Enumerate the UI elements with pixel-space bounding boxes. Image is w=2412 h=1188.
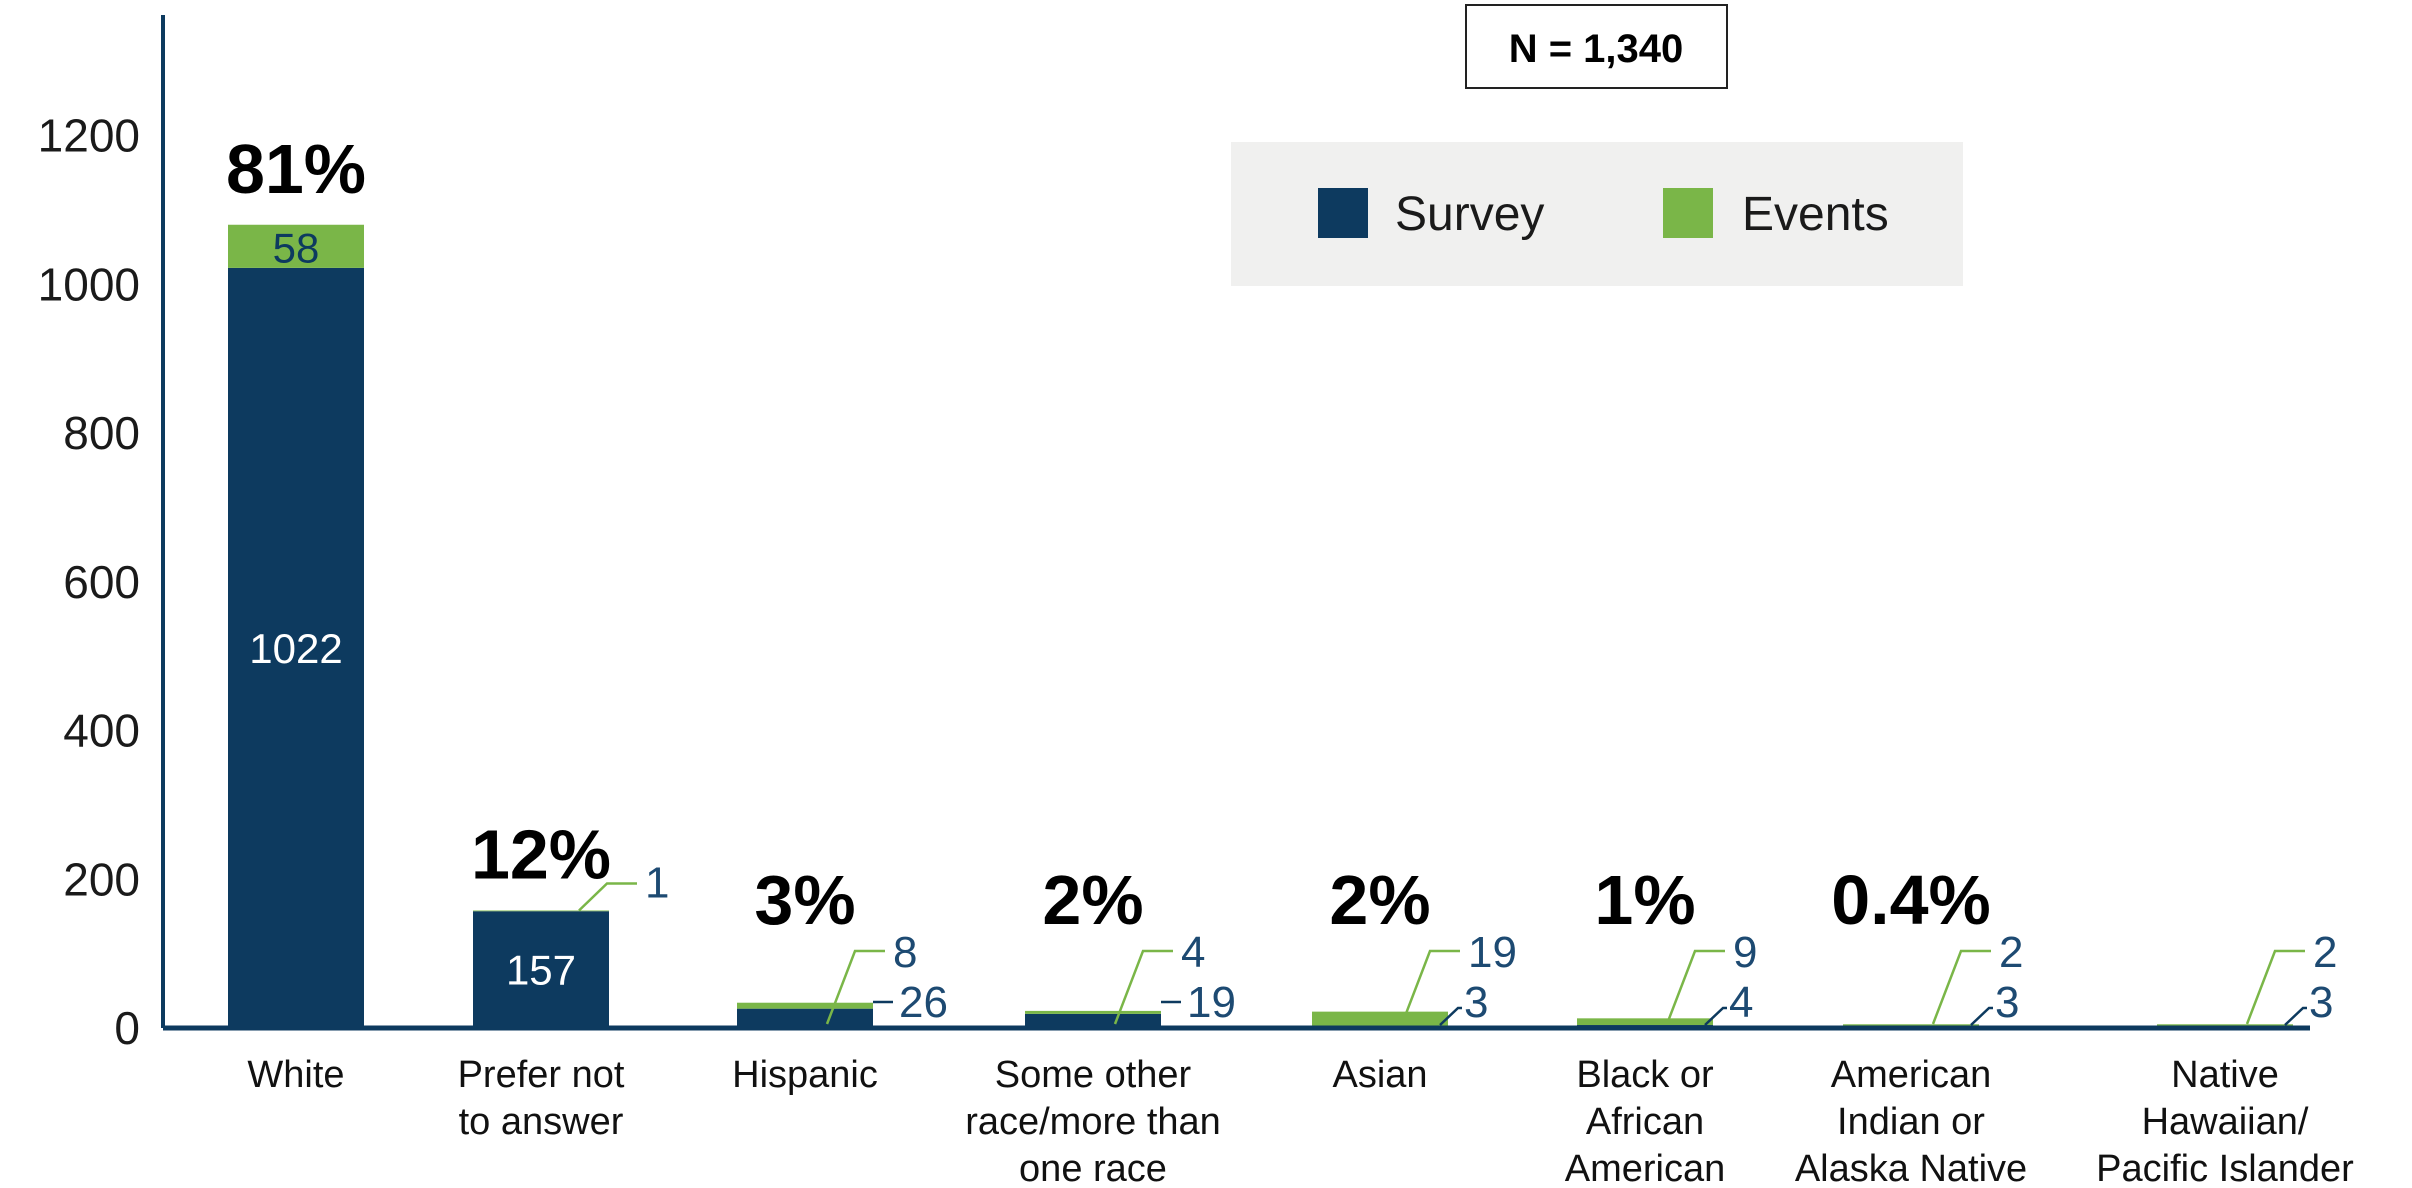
legend: Survey Events [1231, 142, 1963, 286]
bar-survey [737, 1008, 873, 1028]
callout-leader-events [1665, 949, 1725, 1025]
category-label: Prefer not [458, 1054, 625, 1096]
category-label: White [247, 1054, 344, 1096]
callout-leader-events [1931, 949, 1991, 1025]
percent-label: 3% [754, 861, 855, 939]
bar-events [1843, 1024, 1979, 1026]
data-label-events: 8 [893, 928, 917, 977]
category-label: race/more than [965, 1101, 1221, 1143]
bar-events [1025, 1010, 1161, 1014]
legend-label-events: Events [1742, 188, 1889, 241]
data-label-survey: 1022 [249, 625, 342, 672]
bar-survey [473, 911, 609, 1028]
category-labels: White Prefer not to answer Hispanic Some oth… [247, 1054, 2354, 1188]
percent-label: 1% [1594, 861, 1695, 939]
y-tick-label: 400 [63, 705, 140, 757]
data-label-survey: 3 [1995, 978, 2019, 1027]
callout-leader-survey [1439, 1006, 1462, 1026]
bar-survey [228, 267, 364, 1028]
bar-events [228, 224, 364, 268]
data-label-survey: 157 [506, 947, 576, 994]
bar-events [1312, 1011, 1448, 1026]
data-label-events: 1 [645, 858, 669, 907]
bar-labels: 10225881%157112%8263%4192%1932%941%230.4… [226, 130, 2338, 1027]
category-label: to answer [459, 1101, 624, 1143]
y-tick-label: 0 [114, 1002, 140, 1054]
y-tick-label: 1200 [38, 110, 140, 162]
callout-leader-events [1400, 949, 1460, 1025]
callout-leader-survey [1704, 1006, 1727, 1026]
bar-events [1577, 1018, 1713, 1026]
percent-label: 2% [1329, 861, 1430, 939]
y-tick-label: 1000 [38, 258, 140, 310]
data-label-survey: 4 [1729, 978, 1753, 1027]
category-label: Indian or [1837, 1101, 1985, 1143]
percent-label: 2% [1042, 861, 1143, 939]
data-label-events: 58 [273, 224, 320, 271]
sample-size-box: N = 1,340 [1465, 4, 1728, 89]
category-label: Hispanic [732, 1054, 878, 1096]
category-label: Hawaiian/ [2142, 1101, 2309, 1143]
category-label: Some other [995, 1054, 1192, 1096]
data-label-survey: 3 [2309, 978, 2333, 1027]
callout-leader-events [1113, 949, 1173, 1025]
bar-survey [1025, 1013, 1161, 1028]
percent-label: 12% [471, 815, 611, 893]
category-label: American [1831, 1054, 1992, 1096]
data-label-events: 9 [1733, 928, 1757, 977]
legend-label-survey: Survey [1395, 188, 1544, 241]
y-axis-ticks: 0 200 400 600 800 1000 1200 [38, 110, 140, 1055]
sample-size-label: N = 1,340 [1509, 27, 1684, 71]
legend-swatch-survey [1318, 188, 1368, 238]
data-label-events: 19 [1468, 928, 1517, 977]
callout-leader-events [2245, 949, 2305, 1025]
category-label: Asian [1332, 1054, 1427, 1096]
category-label: one race [1019, 1148, 1167, 1188]
category-label: Alaska Native [1795, 1148, 2027, 1188]
axes [161, 15, 2310, 1031]
bars [228, 224, 2293, 1028]
data-label-survey: 3 [1464, 978, 1488, 1027]
data-label-events: 4 [1181, 928, 1205, 977]
callout-leader-events [578, 882, 637, 912]
data-label-survey: 19 [1187, 978, 1236, 1027]
bar-events [2157, 1024, 2293, 1026]
category-label: African [1586, 1101, 1704, 1143]
data-label-survey: 26 [899, 978, 948, 1027]
category-label: Black or [1576, 1054, 1714, 1096]
category-label: Native [2171, 1054, 2279, 1096]
percent-label: 0.4% [1831, 861, 1991, 939]
callout-leader-events [825, 949, 885, 1025]
data-label-events: 2 [2313, 928, 2337, 977]
callout-leader-survey [2284, 1006, 2307, 1026]
y-tick-label: 600 [63, 556, 140, 608]
legend-swatch-events [1663, 188, 1713, 238]
callout-leader-survey [1970, 1006, 1993, 1026]
percent-label: 81% [226, 130, 366, 208]
bar-events [737, 1002, 873, 1009]
bar-events [473, 910, 609, 912]
y-tick-label: 200 [63, 853, 140, 905]
y-tick-label: 800 [63, 407, 140, 459]
category-label: American [1565, 1148, 1726, 1188]
data-label-events: 2 [1999, 928, 2023, 977]
category-label: Pacific Islander [2096, 1148, 2354, 1188]
